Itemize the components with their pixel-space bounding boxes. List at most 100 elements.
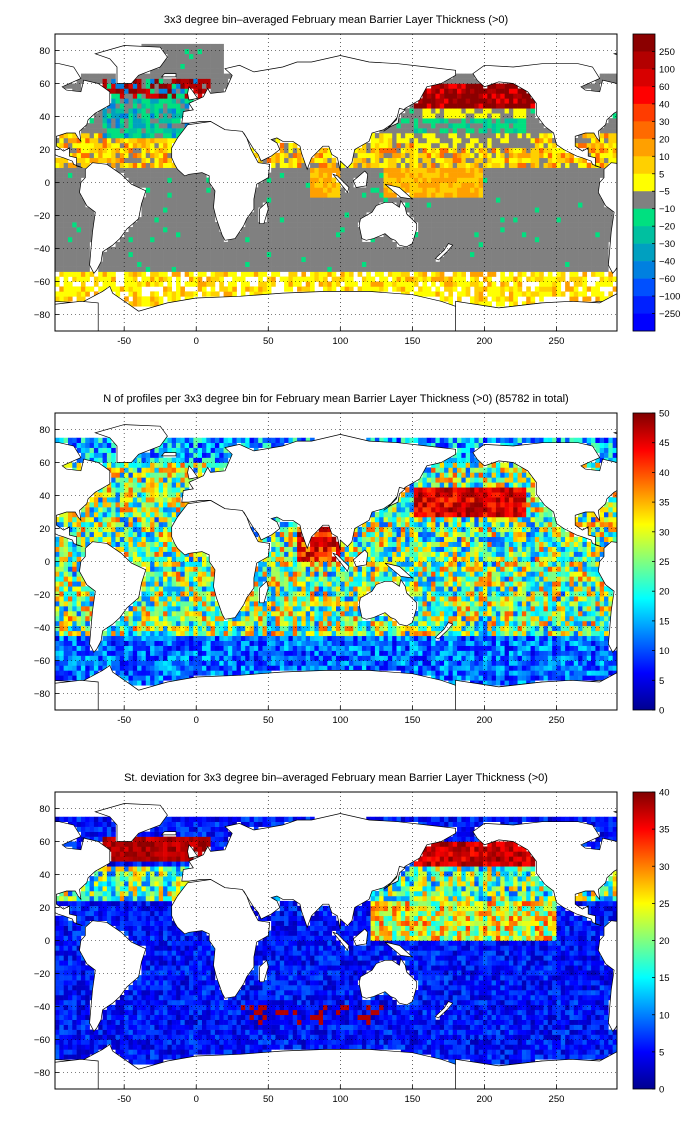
coastline <box>384 183 414 200</box>
heatmap-cell <box>578 187 583 193</box>
heatmap-cell <box>176 98 181 104</box>
heatmap-cell <box>80 137 86 144</box>
heatmap-cell <box>72 561 77 567</box>
heatmap-cell <box>163 271 168 277</box>
heatmap-cell <box>59 606 64 612</box>
heatmap-cell <box>582 212 588 218</box>
heatmap-cell <box>214 251 220 258</box>
heatmap-cell <box>348 172 354 178</box>
heatmap-cell <box>374 133 380 139</box>
heatmap-cell <box>422 212 428 218</box>
heatmap-cell <box>526 167 531 173</box>
heatmap-cell <box>59 251 64 258</box>
heatmap-cell <box>508 301 514 307</box>
heatmap-cell <box>604 232 609 238</box>
heatmap-cell <box>470 241 475 248</box>
heatmap-cell <box>478 98 484 104</box>
heatmap-cell <box>604 222 609 228</box>
heatmap-cell <box>145 266 151 272</box>
heatmap-cell <box>361 281 367 287</box>
heatmap-cell <box>556 172 562 178</box>
heatmap-cell <box>444 182 449 188</box>
heatmap-cell <box>487 83 492 89</box>
heatmap-cell <box>344 281 350 287</box>
heatmap-cell <box>119 162 125 168</box>
heatmap-cell <box>184 78 190 84</box>
heatmap-cell <box>72 197 77 203</box>
heatmap-cell <box>145 660 151 666</box>
heatmap-cell <box>439 182 445 188</box>
heatmap-cell <box>76 665 82 671</box>
heatmap-cell <box>591 241 596 248</box>
heatmap-cell <box>93 442 99 448</box>
heatmap-cell <box>297 227 302 233</box>
heatmap-cell <box>482 227 488 233</box>
heatmap-cell <box>314 207 319 213</box>
heatmap-cell <box>435 152 441 159</box>
heatmap-cell <box>565 241 570 248</box>
heatmap-cell <box>171 202 177 208</box>
heatmap-cell <box>93 492 99 498</box>
heatmap-cell <box>63 212 69 218</box>
heatmap-cell <box>145 232 151 238</box>
colorbar-swatch <box>633 313 655 332</box>
heatmap-cell <box>508 157 514 163</box>
heatmap-cell <box>569 232 575 238</box>
heatmap-cell <box>595 246 600 253</box>
heatmap-cell <box>482 162 488 168</box>
heatmap-cell <box>72 546 77 552</box>
heatmap-cell <box>128 541 134 547</box>
heatmap-cell <box>504 113 510 119</box>
heatmap-cell <box>89 665 95 671</box>
heatmap-cell <box>119 630 125 637</box>
heatmap-cell <box>249 212 255 218</box>
heatmap-cell <box>357 157 363 163</box>
heatmap-cell <box>491 93 497 99</box>
heatmap-cell <box>331 177 337 183</box>
heatmap-cell <box>106 276 112 282</box>
heatmap-cell <box>301 212 307 218</box>
heatmap-cell <box>409 113 415 119</box>
heatmap-cell <box>539 271 544 277</box>
heatmap-cell <box>55 222 60 228</box>
heatmap-cell <box>59 581 64 587</box>
heatmap-cell <box>158 182 164 188</box>
heatmap-cell <box>184 177 190 183</box>
heatmap-cell <box>582 222 588 228</box>
heatmap-cell <box>141 232 147 238</box>
heatmap-cell <box>266 286 272 292</box>
heatmap-cell <box>599 172 605 178</box>
heatmap-cell <box>128 492 134 498</box>
heatmap-cell <box>379 266 384 272</box>
heatmap-cell <box>106 281 112 287</box>
heatmap-cell <box>379 261 384 267</box>
heatmap-cell <box>89 670 95 676</box>
heatmap-cell <box>310 251 315 258</box>
heatmap-cell <box>305 276 311 282</box>
heatmap-cell <box>357 152 363 159</box>
heatmap-cell <box>284 261 289 267</box>
heatmap-cell <box>560 276 566 282</box>
heatmap-cell <box>526 266 531 272</box>
heatmap-cell <box>145 108 151 114</box>
heatmap-cell <box>586 192 592 198</box>
heatmap-cell <box>67 591 73 597</box>
heatmap-cell <box>80 152 86 159</box>
heatmap-cell <box>214 241 220 248</box>
heatmap-cell <box>176 43 181 50</box>
heatmap-cell <box>392 271 397 277</box>
heatmap-cell <box>150 177 155 183</box>
heatmap-cell <box>102 83 108 89</box>
heatmap-cell <box>379 246 384 253</box>
heatmap-cell <box>578 227 583 233</box>
heatmap-cell <box>167 266 173 272</box>
heatmap-cell <box>487 167 492 173</box>
heatmap-cell <box>275 266 281 272</box>
heatmap-cell <box>141 222 147 228</box>
heatmap-cell <box>444 236 449 243</box>
heatmap-cell <box>63 665 69 671</box>
heatmap-cell <box>150 296 155 302</box>
heatmap-cell <box>361 256 367 262</box>
heatmap-cell <box>431 167 436 173</box>
heatmap-cell <box>310 157 315 163</box>
